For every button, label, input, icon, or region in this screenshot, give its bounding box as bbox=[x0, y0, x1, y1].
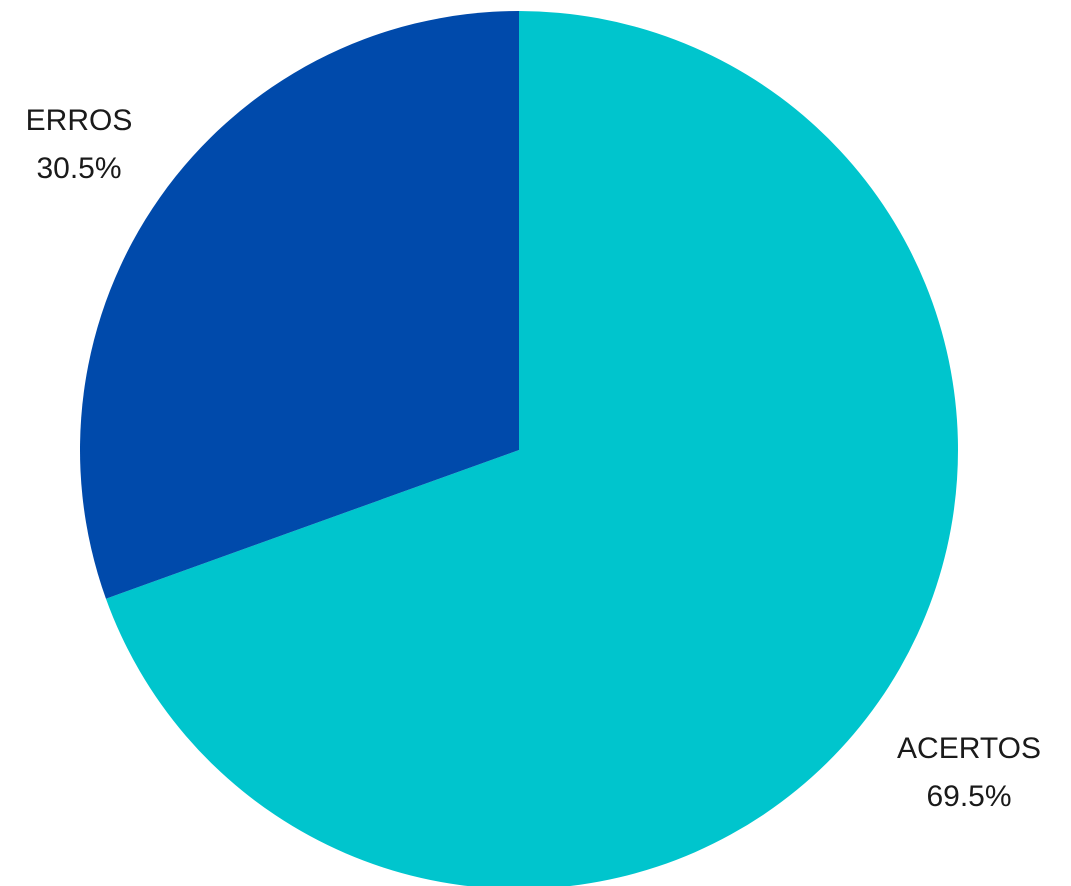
slice-label-erros: ERROS bbox=[26, 104, 133, 137]
slice-value-erros: 30.5% bbox=[36, 152, 121, 185]
slice-value-acertos: 69.5% bbox=[926, 780, 1011, 813]
slice-label-acertos: ACERTOS bbox=[897, 732, 1041, 765]
pie-slice-erros bbox=[79, 11, 519, 599]
pie-slice-acertos bbox=[105, 11, 958, 886]
pie-slices bbox=[79, 11, 958, 886]
